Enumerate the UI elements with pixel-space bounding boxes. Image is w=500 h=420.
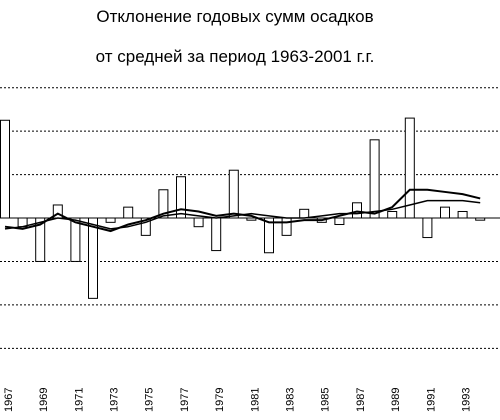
bar (176, 176, 186, 219)
x-tick-label: 1967 (3, 388, 15, 412)
x-tick-label: 1979 (214, 388, 226, 412)
bar (140, 217, 151, 236)
x-tick-label: 1981 (249, 388, 261, 412)
bar (264, 217, 274, 254)
x-tick-label: 1989 (390, 388, 402, 412)
bar (228, 169, 239, 219)
bar (281, 217, 292, 236)
bar (457, 210, 468, 219)
bar (158, 189, 169, 219)
bar (88, 217, 98, 299)
x-tick-label: 1975 (144, 388, 156, 412)
x-tick-label: 1987 (355, 388, 367, 412)
smoothed-line (4, 199, 481, 230)
x-tick-label: 1985 (320, 388, 332, 412)
bar (70, 217, 81, 262)
x-tick-label: 1969 (38, 388, 50, 412)
bar (105, 217, 116, 223)
bar (123, 206, 134, 219)
bar (0, 119, 10, 219)
bar (334, 217, 345, 226)
bar (369, 139, 380, 219)
chart-title: Отклонение годовых сумм осадков (96, 7, 373, 26)
bar (35, 217, 46, 262)
bar (387, 210, 398, 219)
bar (422, 217, 433, 239)
bar (352, 202, 362, 219)
x-tick-label: 1983 (285, 388, 297, 412)
bar (404, 117, 415, 219)
bar (475, 217, 486, 221)
bar (440, 206, 450, 219)
chart-subtitle: от средней за период 1963-2001 г.г. (96, 47, 375, 66)
x-tick-label: 1991 (425, 388, 437, 412)
bar (193, 217, 204, 228)
bar (299, 208, 310, 219)
x-tick-label: 1993 (461, 388, 473, 412)
x-tick-label: 1973 (109, 388, 121, 412)
x-tick-label: 1977 (179, 388, 191, 412)
bar (211, 217, 222, 252)
bar (246, 217, 257, 221)
x-tick-label: 1971 (73, 388, 85, 412)
